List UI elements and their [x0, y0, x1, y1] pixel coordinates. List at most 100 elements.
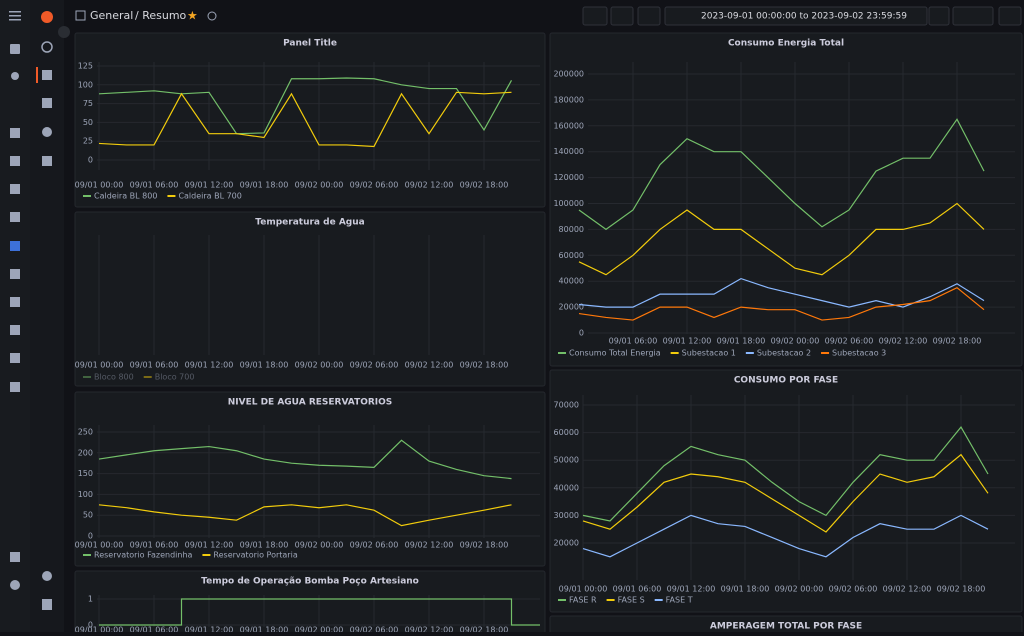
x-tick-label: 09/01 06:00 — [130, 181, 179, 190]
dashboards-icon[interactable] — [10, 44, 20, 54]
y-tick-label: 50000 — [554, 456, 579, 465]
add-panel-button[interactable] — [582, 6, 608, 26]
view-mode-button[interactable] — [998, 6, 1022, 26]
share-icon[interactable] — [207, 11, 217, 21]
y-tick-label: 50 — [83, 511, 93, 520]
x-tick-label: 09/01 18:00 — [721, 585, 770, 594]
x-tick-label: 09/02 06:00 — [350, 541, 399, 550]
x-tick-label: 09/01 18:00 — [240, 361, 289, 370]
x-tick-label: 09/02 00:00 — [295, 541, 344, 550]
dashboards-icon[interactable] — [42, 98, 52, 108]
alert-icon[interactable] — [42, 156, 52, 166]
y-tick-label: 25 — [83, 137, 93, 146]
settings-button[interactable] — [637, 6, 661, 26]
x-tick-label: 09/02 12:00 — [405, 181, 454, 190]
panel: Tempo de Operação Bomba Poço Artesiano 09… — [74, 570, 546, 636]
panel: Panel Title 09/01 00:00 09/01 06:00 09/01 1… — [74, 32, 546, 208]
y-tick-label: 50 — [83, 118, 93, 127]
x-tick-label: 09/02 12:00 — [405, 361, 454, 370]
x-tick-label: 09/01 12:00 — [185, 626, 234, 633]
y-tick-label: 0 — [88, 621, 93, 630]
user-icon[interactable] — [11, 72, 19, 80]
panel-title: Tempo de Operação Bomba Poço Artesiano — [201, 577, 419, 587]
x-tick-label: 09/02 06:00 — [350, 626, 399, 633]
x-tick-label: 09/01 12:00 — [185, 181, 234, 190]
nav-icon[interactable] — [10, 269, 20, 279]
x-tick-label: 09/01 00:00 — [75, 626, 124, 633]
collapse-button[interactable] — [58, 26, 70, 38]
x-tick-label: 09/02 00:00 — [771, 337, 820, 346]
legend-marker — [83, 376, 91, 378]
y-tick-label: 40000 — [559, 277, 584, 286]
folder-title[interactable]: General — [90, 9, 133, 22]
y-tick-label: 30000 — [554, 511, 579, 520]
y-tick-label: 0 — [88, 532, 93, 541]
y-tick-label: 20000 — [559, 303, 584, 312]
legend-marker — [558, 352, 566, 354]
panel: Temperatura de Agua 09/01 00:00 09/01 06:0… — [74, 211, 546, 387]
panel-frame — [549, 615, 1023, 636]
explore-icon[interactable] — [42, 127, 52, 137]
y-tick-label: 180000 — [553, 95, 584, 104]
nav-icon-active[interactable] — [10, 241, 20, 251]
panel-title: Panel Title — [283, 39, 337, 49]
time-range[interactable]: 2023-09-01 00:00:00 to 2023-09-02 23:59:… — [701, 12, 907, 22]
star-icon[interactable]: ★ — [187, 9, 198, 23]
series-line — [582, 426, 989, 522]
x-tick-label: 09/02 18:00 — [937, 585, 986, 594]
y-tick-label: 60000 — [554, 428, 579, 437]
legend-label: Caldeira BL 800 — [94, 192, 157, 201]
x-tick-label: 09/02 12:00 — [883, 585, 932, 594]
page-title[interactable]: / Resumo — [135, 9, 187, 22]
zoom-out-button[interactable] — [928, 6, 950, 26]
y-tick-label: 70000 — [554, 401, 579, 410]
nav-icon[interactable] — [10, 184, 20, 194]
nav-icon[interactable] — [10, 156, 20, 166]
legend-marker — [83, 554, 91, 556]
nav-icon[interactable] — [10, 297, 20, 307]
panel-frame — [74, 32, 546, 208]
time-picker[interactable] — [664, 6, 928, 26]
y-tick-label: 100 — [78, 80, 93, 89]
legend-marker — [654, 599, 663, 601]
panel-frame — [549, 32, 1023, 367]
nav-icon[interactable] — [10, 353, 20, 363]
y-tick-label: 1 — [88, 595, 93, 604]
panel-frame — [74, 391, 546, 567]
x-tick-label: 09/02 18:00 — [460, 181, 509, 190]
nav-icon[interactable] — [10, 128, 20, 138]
nav-icon[interactable] — [10, 382, 20, 392]
panel: Consumo Energia Total 09/01 06:00 09/01 12… — [549, 32, 1023, 367]
shield-icon[interactable] — [42, 599, 52, 610]
nav-menu — [30, 0, 64, 632]
x-tick-label: 09/01 12:00 — [185, 361, 234, 370]
config-icon[interactable] — [42, 571, 52, 581]
x-tick-label: 09/01 06:00 — [609, 337, 658, 346]
logo[interactable] — [41, 11, 53, 23]
y-tick-label: 60000 — [559, 251, 584, 260]
y-tick-label: 0 — [579, 329, 584, 338]
panel-title: Consumo Energia Total — [728, 39, 844, 49]
y-tick-label: 150 — [78, 469, 93, 478]
menu-icon[interactable] — [9, 11, 21, 13]
x-tick-label: 09/01 00:00 — [75, 361, 124, 370]
nav-icon[interactable] — [10, 212, 20, 222]
nav-icon[interactable] — [10, 552, 20, 562]
legend-label: FASE T — [666, 596, 693, 605]
series-line — [578, 118, 985, 231]
menu-icon[interactable] — [9, 15, 21, 17]
save-button[interactable] — [610, 6, 634, 26]
toolbar — [582, 6, 1022, 26]
refresh-button[interactable] — [952, 6, 994, 26]
nav-icon[interactable] — [10, 325, 20, 335]
active-marker — [36, 67, 38, 83]
x-tick-label: 09/02 00:00 — [295, 626, 344, 633]
starred-icon[interactable] — [42, 70, 52, 80]
settings-icon[interactable] — [10, 580, 20, 590]
search-icon[interactable] — [41, 41, 53, 53]
series-line — [582, 453, 989, 533]
panel-title: NIVEL DE AGUA RESERVATORIOS — [228, 398, 393, 408]
legend-label: FASE R — [569, 596, 597, 605]
menu-icon[interactable] — [9, 19, 21, 21]
legend-label: Caldeira BL 700 — [178, 192, 241, 201]
